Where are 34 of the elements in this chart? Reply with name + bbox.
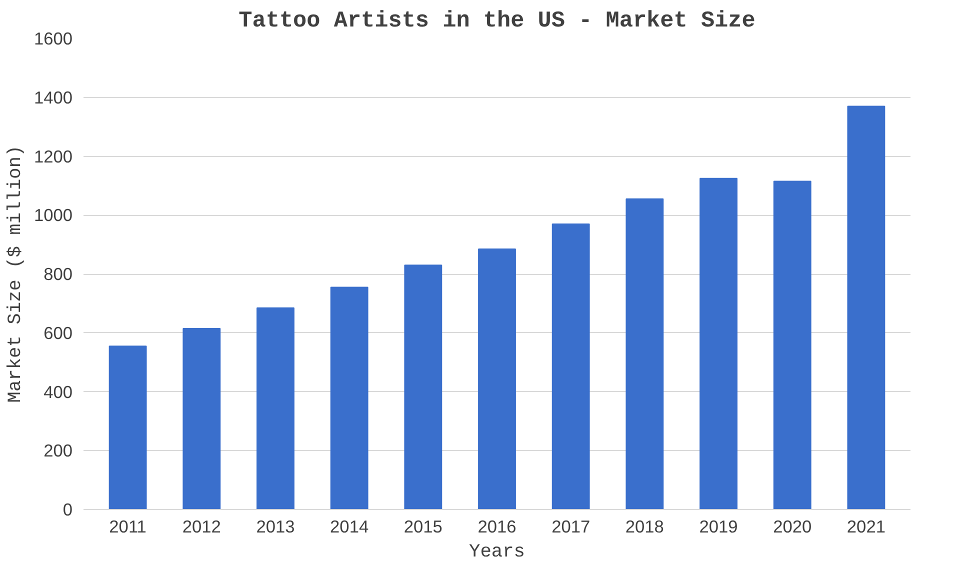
x-tick-label: 2021 bbox=[846, 516, 886, 536]
x-tick-label: 2015 bbox=[404, 516, 442, 536]
x-axis-title: Years bbox=[469, 540, 525, 562]
y-tick-label: 1600 bbox=[34, 28, 73, 48]
x-tick-label: 2018 bbox=[625, 516, 664, 536]
chart-title: Tattoo Artists in the US - Market Size bbox=[238, 8, 756, 34]
bar bbox=[773, 180, 812, 510]
x-tick-label: 2019 bbox=[699, 516, 738, 536]
bar bbox=[404, 264, 442, 510]
bar bbox=[108, 346, 147, 510]
bar bbox=[330, 286, 368, 510]
x-tick-label: 2013 bbox=[256, 516, 295, 536]
x-tick-label: 2016 bbox=[478, 516, 516, 536]
bar bbox=[626, 198, 664, 510]
y-tick-label: 0 bbox=[62, 500, 73, 520]
bar bbox=[182, 328, 221, 510]
bar bbox=[847, 106, 886, 510]
y-tick-label: 800 bbox=[44, 264, 73, 284]
bar bbox=[478, 248, 516, 510]
y-tick-label: 1200 bbox=[34, 146, 73, 166]
y-tick-label: 1400 bbox=[34, 87, 73, 108]
y-tick-label: 1000 bbox=[34, 205, 73, 226]
y-tick-label: 200 bbox=[44, 440, 73, 461]
y-tick-label: 600 bbox=[44, 322, 73, 343]
y-axis-title: Market Size ($ million) bbox=[4, 145, 26, 403]
bar bbox=[256, 307, 294, 510]
x-tick-label: 2012 bbox=[182, 516, 221, 536]
x-tick-label: 2020 bbox=[773, 516, 812, 536]
y-tick-label: 400 bbox=[44, 382, 73, 402]
x-tick-label: 2017 bbox=[552, 516, 590, 536]
x-tick-label: 2011 bbox=[109, 516, 146, 536]
bar bbox=[552, 223, 590, 510]
x-tick-label: 2014 bbox=[330, 516, 369, 536]
bar bbox=[700, 178, 738, 510]
